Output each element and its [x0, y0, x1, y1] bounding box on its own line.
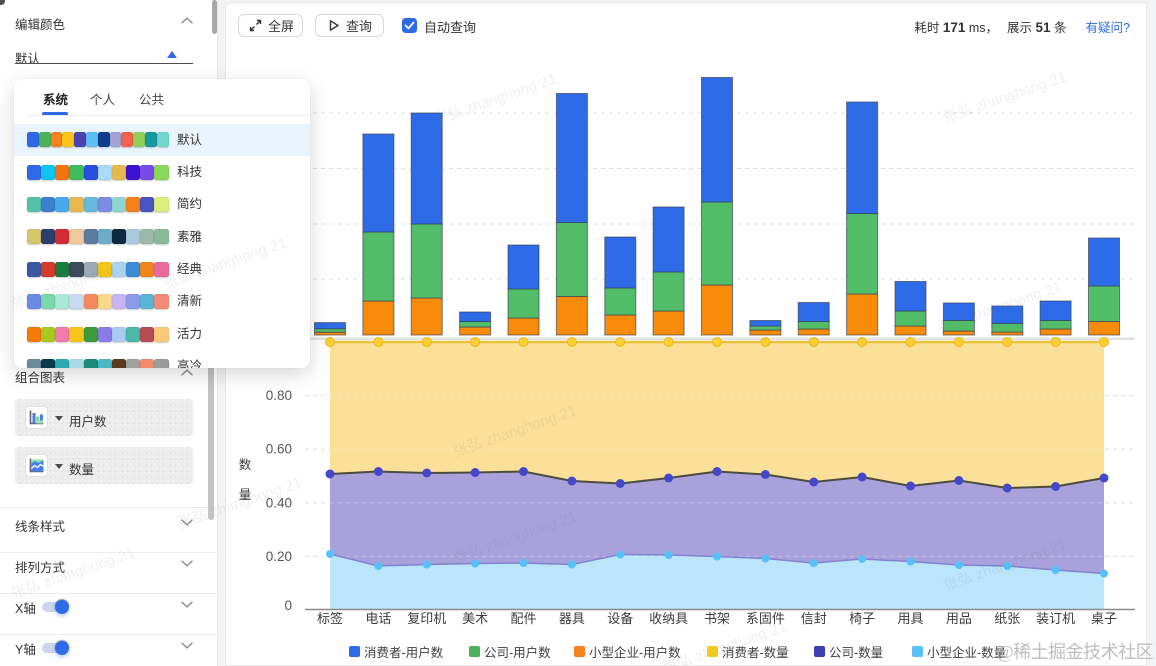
- svg-text:标签: 标签: [317, 611, 343, 626]
- svg-text:美术: 美术: [462, 611, 488, 626]
- svg-text:0.20: 0.20: [266, 549, 292, 564]
- svg-text:器具: 器具: [559, 611, 585, 626]
- svg-text:配件: 配件: [510, 611, 536, 626]
- svg-text:0: 0: [284, 598, 292, 613]
- svg-text:设备: 设备: [607, 611, 633, 626]
- svg-text:用具: 用具: [897, 611, 923, 626]
- svg-text:装订机: 装订机: [1036, 611, 1075, 626]
- svg-text:复印机: 复印机: [407, 611, 446, 626]
- svg-text:椅子: 椅子: [849, 611, 875, 626]
- svg-text:纸张: 纸张: [994, 611, 1020, 626]
- svg-text:桌子: 桌子: [1091, 611, 1117, 626]
- svg-text:用品: 用品: [946, 611, 972, 626]
- svg-text:数: 数: [239, 457, 252, 472]
- svg-text:书架: 书架: [704, 611, 730, 626]
- svg-text:信封: 信封: [801, 611, 827, 626]
- svg-text:0.80: 0.80: [266, 388, 292, 403]
- svg-text:系固件: 系固件: [746, 611, 785, 626]
- svg-text:0.60: 0.60: [266, 442, 292, 457]
- svg-text:量: 量: [239, 488, 252, 502]
- svg-text:0.40: 0.40: [266, 495, 292, 510]
- svg-text:收纳具: 收纳具: [649, 611, 688, 626]
- svg-text:电话: 电话: [365, 611, 391, 626]
